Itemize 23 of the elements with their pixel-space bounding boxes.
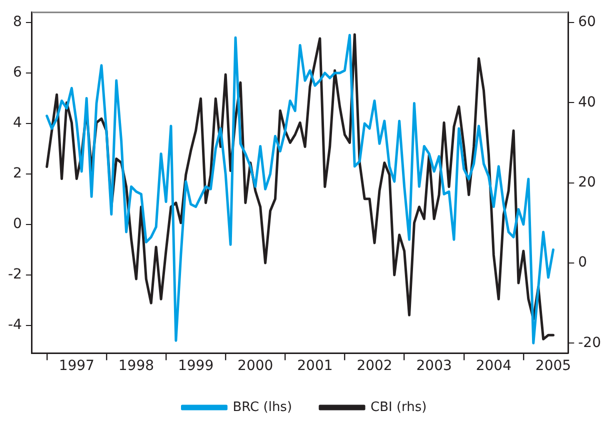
x-tick-label: 2004 xyxy=(476,358,512,374)
y-tick-label: 8 xyxy=(13,14,22,30)
y2-tick-label: 0 xyxy=(578,254,588,271)
y-tick-label: 0 xyxy=(13,216,22,232)
x-tick-label: 2001 xyxy=(297,358,333,374)
y-tick-label: -2 xyxy=(8,266,22,283)
y2-tick-label: 40 xyxy=(578,94,596,110)
y2-tick-label: -20 xyxy=(578,334,602,351)
x-tick-label: 2005 xyxy=(535,358,572,374)
legend-label: CBI (rhs) xyxy=(370,400,427,415)
y-tick-label: 4 xyxy=(13,115,22,132)
y2-tick-label: 20 xyxy=(578,174,596,190)
y2-tick-label: 60 xyxy=(578,14,596,30)
x-tick-label: 1999 xyxy=(178,358,214,374)
legend-label: BRC (lhs) xyxy=(232,400,292,415)
y-tick-label: -4 xyxy=(8,317,22,334)
x-tick-label: 1997 xyxy=(58,358,94,374)
x-tick-label: 2002 xyxy=(356,358,392,374)
x-tick-label: 2000 xyxy=(238,358,274,374)
y-tick-label: 6 xyxy=(13,64,22,81)
y-tick-label: 2 xyxy=(13,166,22,182)
x-tick-label: 2003 xyxy=(416,358,452,374)
x-tick-label: 1998 xyxy=(118,358,154,374)
